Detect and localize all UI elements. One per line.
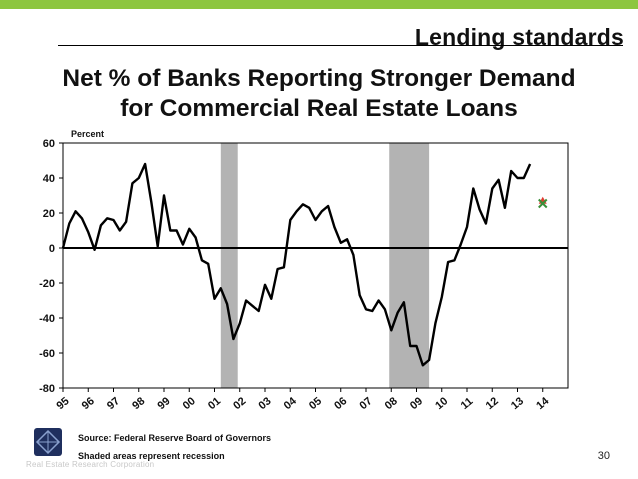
x-tick-label: 09 [408,395,425,412]
recession-band [389,143,430,388]
x-tick-label: 06 [332,395,349,412]
x-tick-label: 14 [534,395,552,413]
logo-mark-icon [35,429,61,455]
y-tick-label: -40 [39,313,55,325]
x-tick-label: 00 [181,395,198,412]
y-tick-label: -20 [39,278,55,290]
x-tick-label: 10 [433,395,450,412]
section-divider [58,45,623,46]
x-tick-label: 99 [156,395,173,412]
x-tick-label: 12 [484,395,501,412]
y-tick-label: 0 [49,243,55,255]
x-tick-label: 05 [307,395,324,412]
x-tick-label: 03 [257,395,274,412]
recession-band [220,143,238,388]
x-tick-label: 98 [130,395,147,412]
x-tick-label: 13 [509,395,526,412]
x-tick-label: 08 [383,395,400,412]
company-logo [34,428,62,456]
y-tick-label: -60 [39,348,55,360]
chart-title-line-2: for Commercial Real Estate Loans [120,95,518,122]
marker-x [538,198,548,209]
page-number: 30 [597,450,610,462]
logo-wordmark: Real Estate Research Corporation [26,460,155,469]
x-tick-label: 96 [80,395,97,412]
x-tick-label: 95 [55,395,72,412]
y-tick-label: -80 [39,383,55,395]
x-tick-label: 02 [231,395,248,412]
plot-frame [62,142,569,389]
x-tick-label: 04 [282,395,300,413]
recession-note: Shaded areas represent recession [78,451,225,461]
chart-title: Net % of Banks Reporting Stronger Demand… [0,64,638,124]
y-tick-label: 20 [43,208,55,220]
x-tick-label: 97 [105,395,122,412]
y-tick-label: 60 [43,138,55,150]
chart-title-line-1: Net % of Banks Reporting Stronger Demand [62,65,576,92]
x-tick-label: 11 [459,395,476,412]
y-axis-label: Percent [71,129,104,139]
x-tick-label: 01 [206,395,223,412]
accent-bar [0,0,638,9]
x-tick-label: 07 [358,395,375,412]
series-line [61,162,532,367]
source-note: Source: Federal Reserve Board of Governo… [78,433,272,443]
y-tick-label: 40 [43,173,55,185]
